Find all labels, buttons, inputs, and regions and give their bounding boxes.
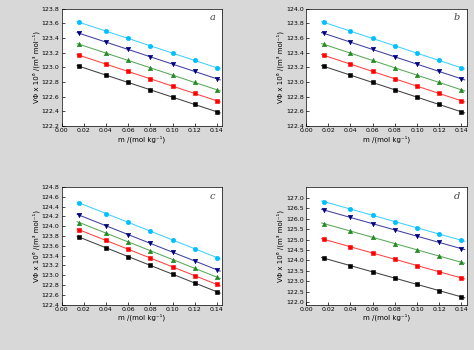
X-axis label: m /(mol kg⁻¹): m /(mol kg⁻¹) <box>118 135 165 143</box>
Text: a: a <box>210 13 216 22</box>
Text: d: d <box>454 192 460 201</box>
Y-axis label: VΦ x 10⁶ /(m³ mol⁻¹): VΦ x 10⁶ /(m³ mol⁻¹) <box>32 210 39 282</box>
Text: b: b <box>454 13 460 22</box>
X-axis label: m /(mol kg⁻¹): m /(mol kg⁻¹) <box>363 135 410 143</box>
X-axis label: m /(mol kg⁻¹): m /(mol kg⁻¹) <box>363 314 410 321</box>
Y-axis label: VΦ x 10⁶ /(m³ mol⁻¹): VΦ x 10⁶ /(m³ mol⁻¹) <box>276 32 284 104</box>
X-axis label: m /(mol kg⁻¹): m /(mol kg⁻¹) <box>118 314 165 321</box>
Y-axis label: VΦ x 10⁶ /(m³ mol⁻¹): VΦ x 10⁶ /(m³ mol⁻¹) <box>277 210 284 282</box>
Text: c: c <box>210 192 215 201</box>
Y-axis label: VΦ x 10⁶ /(m³ mol⁻¹): VΦ x 10⁶ /(m³ mol⁻¹) <box>32 32 39 104</box>
